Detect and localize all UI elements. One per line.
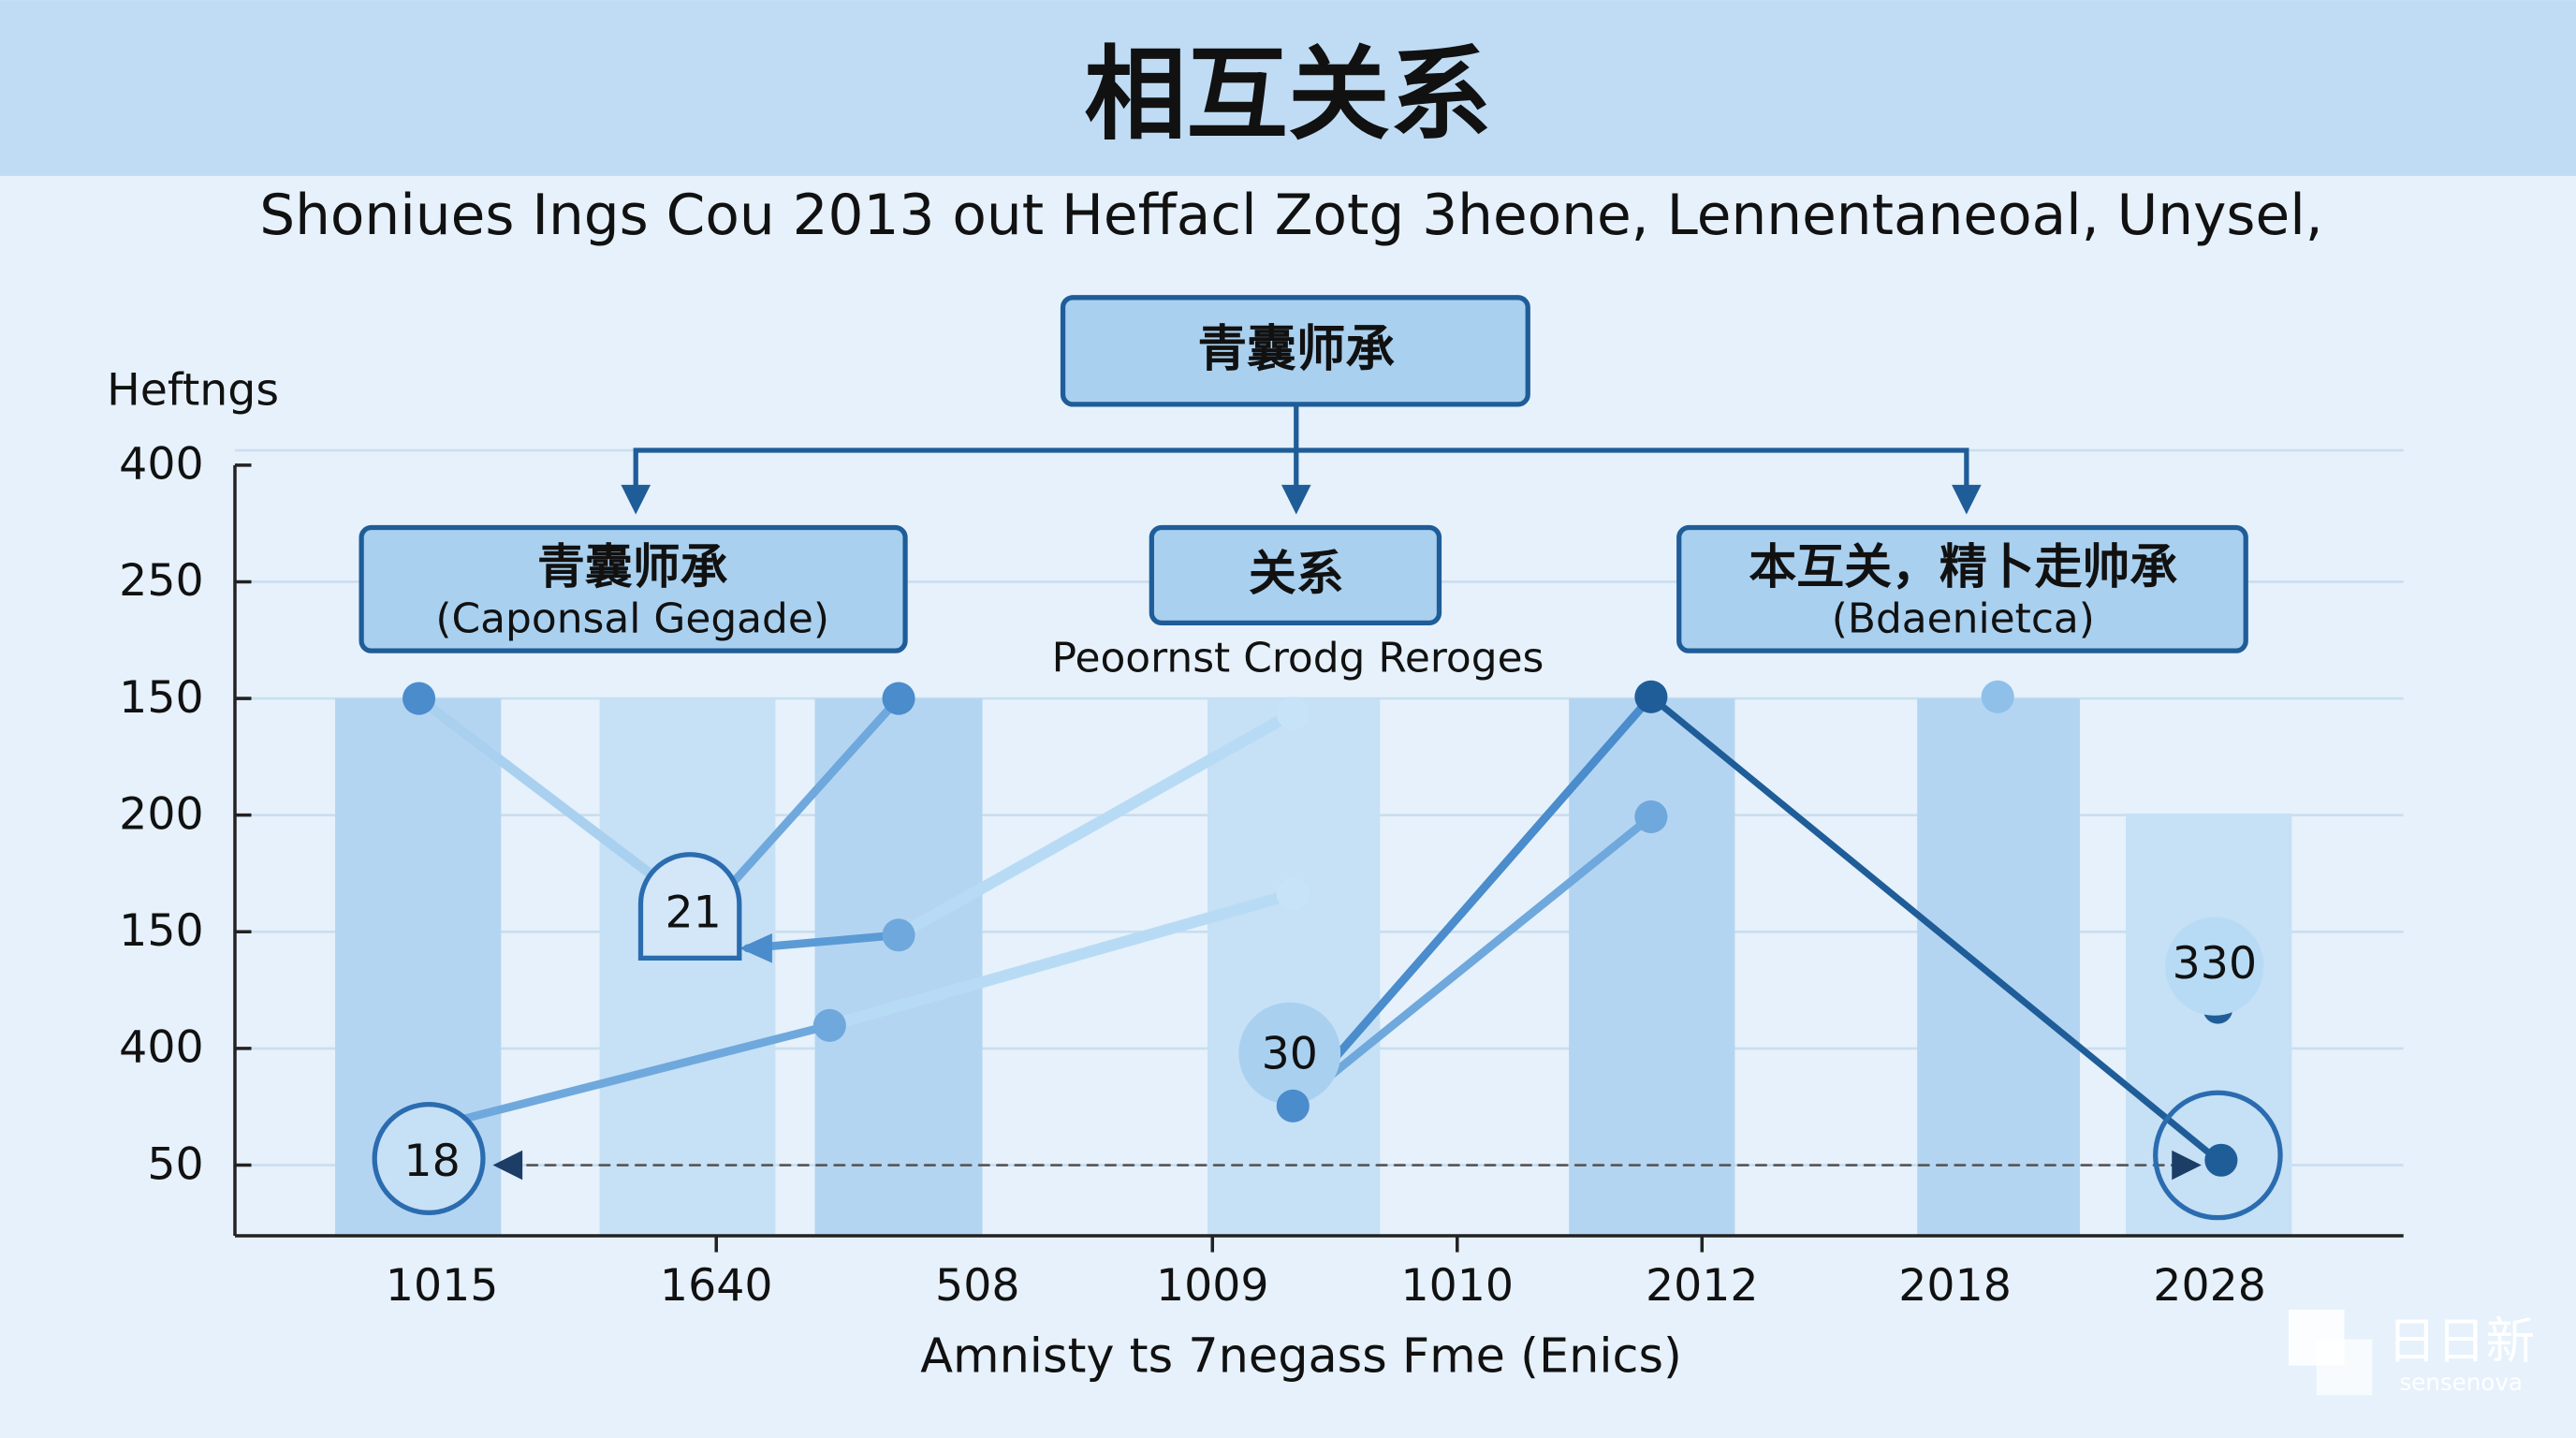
- label: 1009: [1156, 1260, 1269, 1312]
- box: [359, 524, 908, 653]
- callout: 330: [2173, 938, 2257, 990]
- label: 200: [119, 788, 203, 840]
- y-axis-title: Heftngs: [107, 365, 279, 417]
- shape: [814, 698, 983, 1236]
- shape: [1208, 698, 1381, 1236]
- box-sublabel: (Bdaenietca): [1832, 595, 2095, 643]
- x-labels: 1015 1640 508 1009 1010 2012 2018 2028: [386, 1260, 2266, 1312]
- shape: [1634, 800, 1668, 833]
- shape: [1276, 877, 1310, 911]
- bars: [335, 698, 2292, 1236]
- title: 相互关系: [1084, 36, 1491, 154]
- box-note: Peoornst Crodg Reroges: [1052, 635, 1544, 682]
- box-label: 青囊师承: [537, 540, 728, 595]
- shape: [1288, 692, 1656, 1110]
- x-axis-title: Amnisty ts 7negass Fme (Enics): [920, 1329, 1682, 1385]
- shape: [1276, 697, 1310, 730]
- shape: [812, 1008, 846, 1042]
- shape: [1276, 1089, 1310, 1123]
- label: 508: [935, 1260, 1019, 1312]
- callout-shapes: [372, 852, 2283, 1221]
- shape: [743, 931, 903, 953]
- shape: [882, 918, 915, 952]
- shape: [1288, 813, 1656, 1110]
- shape: [1917, 698, 2080, 1236]
- shape: [1981, 680, 2014, 713]
- points: [402, 680, 2238, 1177]
- shape: [414, 693, 695, 909]
- arrow-head: [739, 933, 772, 963]
- axes: [233, 463, 2404, 1253]
- shape: [621, 484, 651, 515]
- shape: [599, 698, 776, 1236]
- tree-connectors: [633, 405, 1969, 493]
- callout: 18: [403, 1136, 460, 1187]
- label: 150: [119, 672, 203, 724]
- box: [1149, 524, 1442, 625]
- shape: [882, 682, 915, 715]
- arrow-head: [2172, 1150, 2202, 1181]
- label: 400: [119, 1022, 203, 1074]
- label: 1010: [1400, 1260, 1514, 1312]
- y-labels: 400 250 150 200 150 400 50: [119, 439, 203, 1191]
- callout: 30: [1262, 1029, 1318, 1080]
- shape: [426, 1020, 834, 1132]
- header-band: [0, 0, 2576, 176]
- label: 2012: [1646, 1260, 1759, 1312]
- shape: [2165, 917, 2264, 1016]
- label: sensenova: [2399, 1369, 2523, 1396]
- label: 2028: [2153, 1260, 2266, 1312]
- tree-arrows: [621, 484, 1982, 515]
- top-box: [1060, 295, 1530, 407]
- label: 50: [147, 1138, 203, 1190]
- shape: [1281, 484, 1311, 515]
- box-sublabel: (Caponsal Gegade): [435, 595, 829, 643]
- label: 日日新: [2387, 1313, 2535, 1370]
- shape: [1647, 693, 2221, 1164]
- arrow-head: [492, 1150, 523, 1181]
- shape: [2126, 813, 2292, 1236]
- subtitle: Shoniues Ings Cou 2013 out Heffacl Zotg …: [259, 183, 2323, 248]
- shape: [402, 682, 436, 715]
- shape: [702, 694, 903, 917]
- shape: [1238, 1002, 1341, 1105]
- label: 400: [119, 439, 203, 491]
- shape: [2204, 1143, 2238, 1177]
- watermark: 日日新 sensenova: [2288, 1309, 2535, 1396]
- label: 250: [119, 555, 203, 607]
- label: 1640: [660, 1260, 773, 1312]
- callout: 21: [666, 888, 722, 939]
- connector-lines: [414, 692, 2221, 1167]
- shape: [1634, 680, 1668, 713]
- label: 150: [119, 905, 203, 957]
- box-label: 关系: [1249, 547, 1344, 602]
- label: 2018: [1898, 1260, 2012, 1312]
- label: 1015: [386, 1260, 499, 1312]
- shape: [372, 1101, 486, 1216]
- shape: [824, 888, 1299, 1032]
- top-box-label: 青囊师承: [1197, 320, 1395, 377]
- shape: [633, 448, 1969, 493]
- box: [1676, 524, 2248, 653]
- shape: [2316, 1339, 2373, 1396]
- shape: [892, 707, 1299, 941]
- shape: [1569, 698, 1735, 1236]
- shape: [1952, 484, 1982, 515]
- box-label: 本互关，精卜走帅承: [1749, 540, 2177, 595]
- shape: [637, 852, 742, 961]
- shape: [2153, 1090, 2283, 1221]
